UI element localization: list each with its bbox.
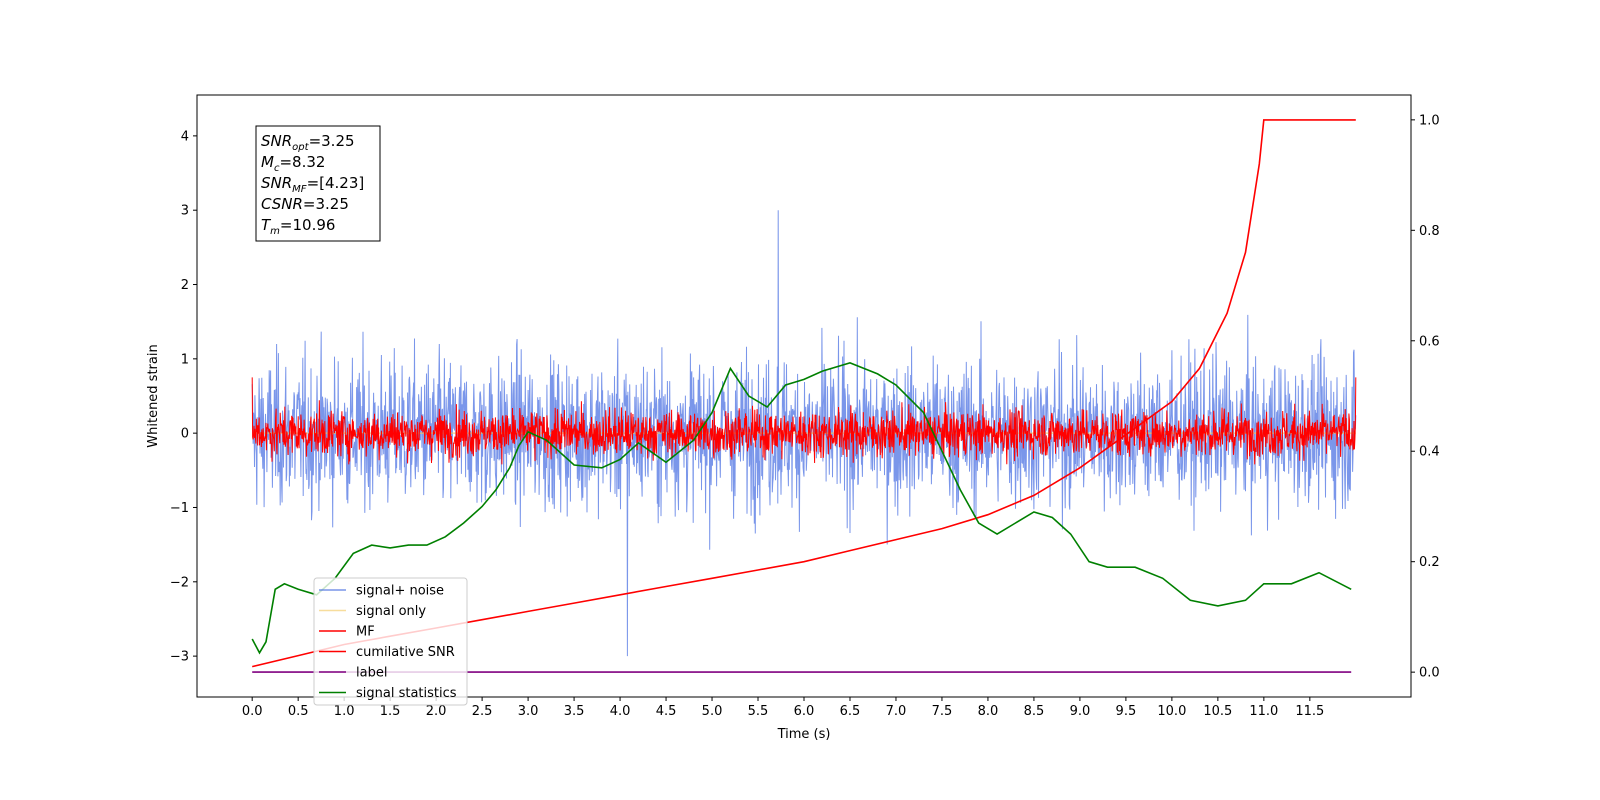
- x-tick-label: 0.0: [242, 704, 263, 719]
- y-tick-label: −1: [170, 501, 189, 516]
- series-signal-noise: [251, 210, 1357, 657]
- x-tick-label: 4.5: [656, 704, 677, 719]
- y2-tick-label: 0.6: [1419, 334, 1440, 349]
- y2-tick-label: 0.8: [1419, 224, 1440, 239]
- x-tick-label: 8.0: [978, 704, 999, 719]
- y-axis-right: 0.0 0.2 0.4 0.6 0.8 1.0: [1411, 113, 1440, 681]
- legend-label: cumilative SNR: [356, 645, 455, 660]
- legend-label: signal statistics: [356, 686, 457, 701]
- y-tick-label: −3: [170, 650, 189, 665]
- annotation-line: CSNR=3.25: [261, 195, 349, 213]
- x-axis-label: Time (s): [777, 727, 831, 742]
- x-tick-label: 6.5: [840, 704, 861, 719]
- y-axis-label: Whitened strain: [146, 344, 161, 447]
- y-tick-label: 1: [181, 352, 189, 367]
- legend: signal+ noise signal only MF cumilative SNR…: [313, 577, 468, 706]
- y2-tick-label: 1.0: [1419, 113, 1440, 128]
- x-tick-label: 11.0: [1249, 704, 1278, 719]
- y-tick-label: 4: [181, 129, 189, 144]
- y-tick-label: 0: [181, 427, 189, 442]
- x-tick-label: 2.0: [426, 704, 447, 719]
- legend-label: signal only: [356, 604, 426, 619]
- x-tick-label: 7.5: [932, 704, 953, 719]
- legend-label: MF: [356, 625, 375, 640]
- x-tick-label: 4.0: [610, 704, 631, 719]
- x-tick-label: 9.0: [1070, 704, 1091, 719]
- y-tick-label: −2: [170, 575, 189, 590]
- annotation-line: SNRMF=[4.23]: [261, 174, 364, 195]
- legend-label: label: [356, 666, 387, 681]
- x-tick-label: 10.0: [1157, 704, 1186, 719]
- x-tick-label: 0.5: [288, 704, 309, 719]
- series-mf: [251, 377, 1357, 465]
- x-tick-label: 5.0: [702, 704, 723, 719]
- legend-label: signal+ noise: [356, 584, 444, 599]
- annotation-frame: [255, 125, 381, 242]
- series-signal-statistics: [251, 362, 1352, 655]
- legend-frame: [313, 577, 468, 706]
- x-tick-label: 6.0: [794, 704, 815, 719]
- x-tick-label: 3.5: [564, 704, 585, 719]
- annotation-line: SNRopt=3.25: [261, 132, 355, 153]
- y-tick-label: 2: [181, 278, 189, 293]
- x-tick-label: 1.0: [334, 704, 355, 719]
- y2-tick-label: 0.0: [1419, 666, 1440, 681]
- y-tick-label: 3: [181, 204, 189, 219]
- x-tick-label: 3.0: [518, 704, 539, 719]
- x-tick-label: 2.5: [472, 704, 493, 719]
- annotation-line: Mc=8.32: [261, 153, 325, 174]
- y-axis-left: −3 −2 −1 0 1 2 3 4: [170, 129, 197, 665]
- x-tick-label: 10.5: [1203, 704, 1232, 719]
- x-tick-label: 8.5: [1024, 704, 1045, 719]
- x-tick-label: 9.5: [1116, 704, 1137, 719]
- y2-tick-label: 0.2: [1419, 555, 1440, 570]
- x-tick-label: 11.5: [1295, 704, 1324, 719]
- x-tick-label: 1.5: [380, 704, 401, 719]
- x-axis: 0.0 0.5 1.0 1.5 2.0 2.5 3.0 3.5 4.0 4.5 5.0 5.5 6.0 6…: [242, 697, 1324, 719]
- x-tick-label: 5.5: [748, 704, 769, 719]
- y2-tick-label: 0.4: [1419, 445, 1440, 460]
- annotation-line: Tm=10.96: [261, 216, 335, 237]
- x-tick-label: 7.0: [886, 704, 907, 719]
